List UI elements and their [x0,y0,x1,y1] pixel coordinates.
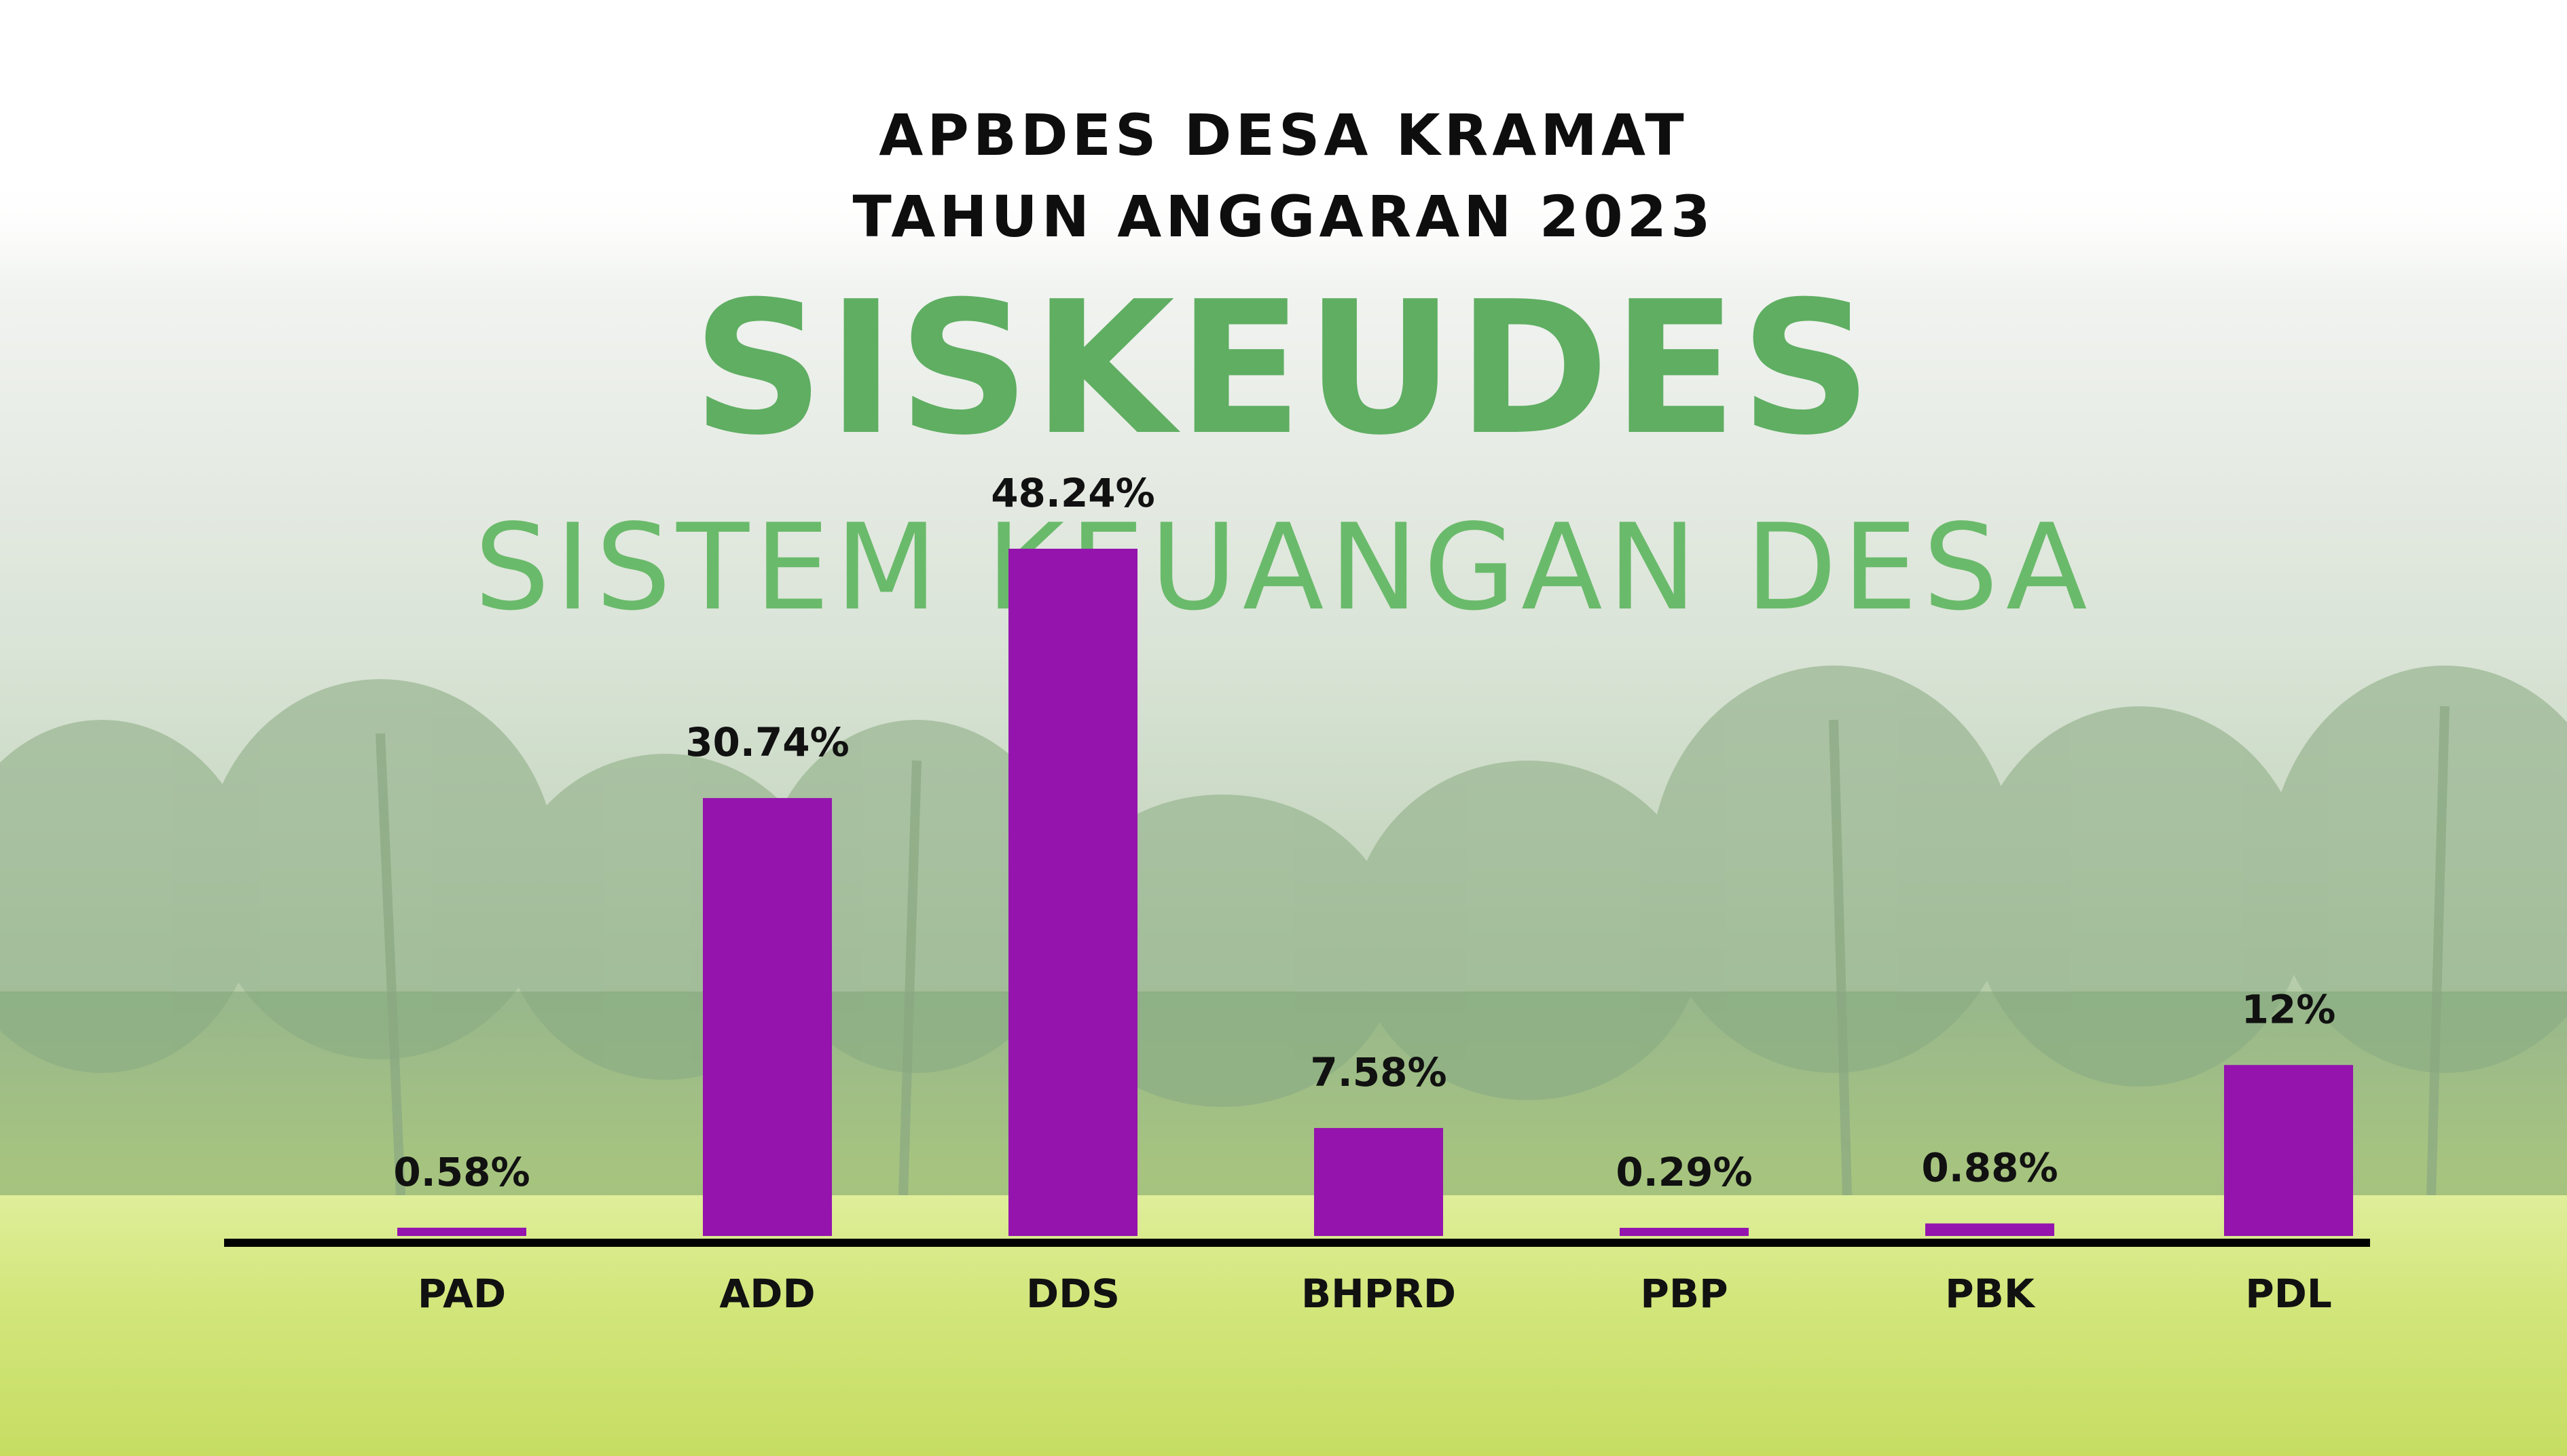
value-label-bhprd: 7.58% [1310,1049,1446,1095]
value-label-pbk: 0.88% [1921,1145,2058,1191]
category-label-pbp: PBP [1640,1271,1728,1317]
bar-pad [397,1227,526,1236]
chart-title-line2: TAHUN ANGGARAN 2023 [852,183,1715,250]
category-label-bhprd: BHPRD [1301,1271,1456,1317]
category-label-dds: DDS [1026,1271,1120,1317]
bar-pdl [2224,1065,2353,1236]
category-label-pad: PAD [418,1271,506,1317]
chart-title-line1: APBDES DESA KRAMAT [879,102,1688,168]
category-label-add: ADD [719,1271,815,1317]
value-label-pad: 0.58% [393,1149,530,1195]
bar-dds [1008,549,1137,1236]
bar-bhprd [1314,1127,1443,1236]
value-label-add: 30.74% [685,719,850,765]
value-label-pdl: 12% [2242,986,2336,1032]
value-label-dds: 48.24% [991,470,1155,516]
siskeudes-logo-subtitle: SISTEM KEUANGAN DESA [474,499,2093,637]
category-label-pbk: PBK [1945,1271,2036,1317]
value-label-pbp: 0.29% [1616,1149,1752,1195]
category-labels: PAD ADD DDS BHPRD PBP PBK PDL [418,1271,2332,1317]
bar-series [397,549,2353,1236]
sky-background [0,0,2567,285]
bar-pbk [1925,1223,2054,1236]
bar-pbp [1620,1228,1749,1236]
value-labels: 0.58% 30.74% 48.24% 7.58% 0.29% 0.88% 12% [393,470,2335,1195]
bar-add [703,798,832,1236]
siskeudes-logo-text: SISKEUDES [692,261,1875,475]
category-label-pdl: PDL [2245,1271,2332,1317]
